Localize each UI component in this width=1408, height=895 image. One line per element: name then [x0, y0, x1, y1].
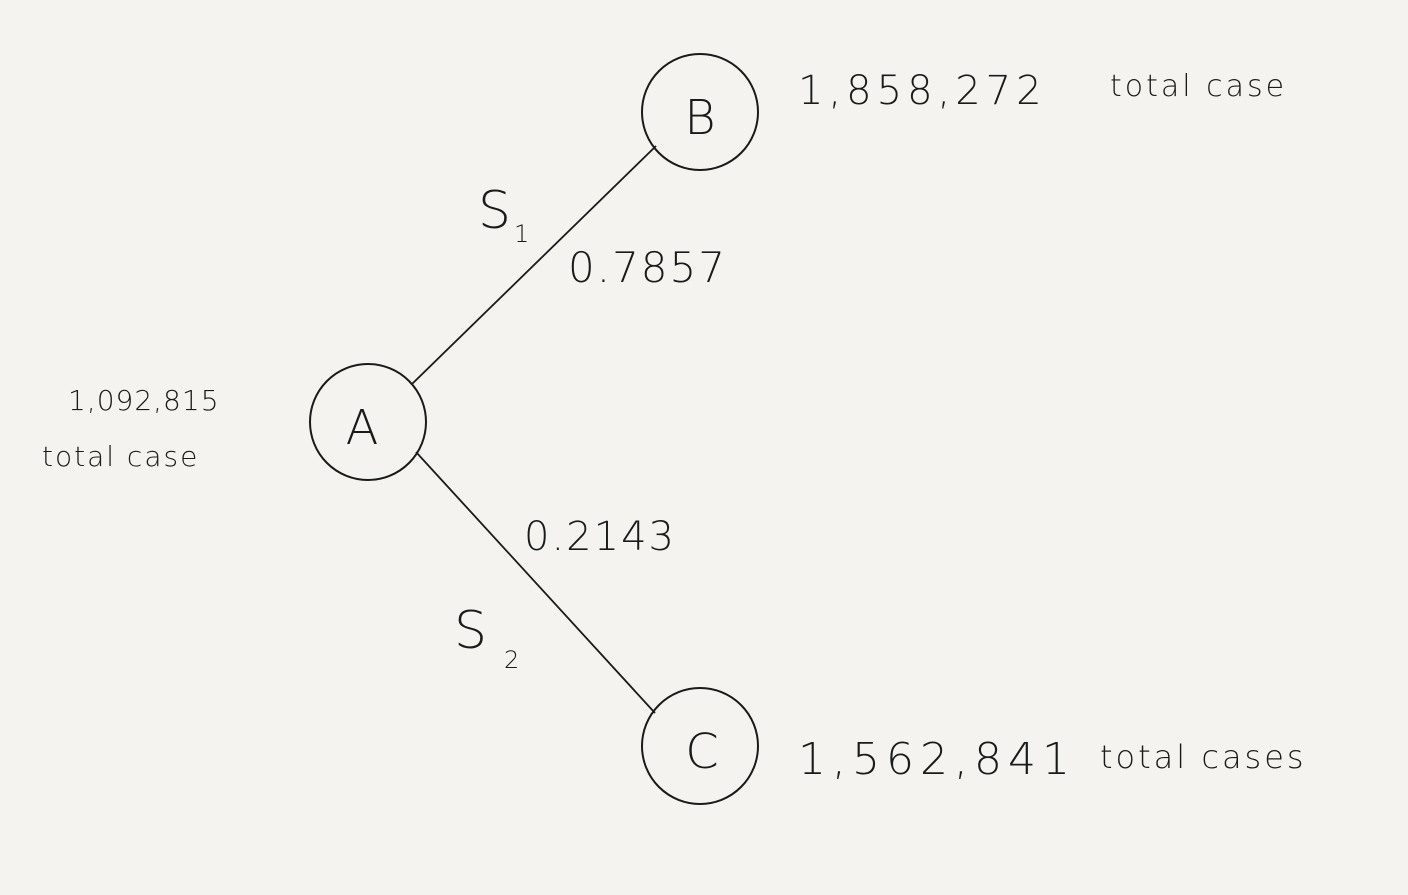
node-b-label: B	[684, 90, 715, 146]
edge-a-c	[415, 451, 656, 714]
edge-a-b	[411, 145, 657, 385]
node-c-total-number: 1,562,841	[798, 734, 1076, 785]
edge-a-b-probability: 0.7857	[568, 243, 727, 292]
node-b: B	[641, 53, 759, 171]
node-c-label: C	[685, 724, 719, 780]
edge-a-b-label: S 1	[478, 181, 529, 248]
edge-a-c-symbol: S	[454, 601, 487, 661]
node-a-label: A	[346, 400, 379, 456]
node-b-total-number: 1,858,272	[798, 68, 1047, 114]
edge-a-b-subscript: 1	[514, 220, 529, 248]
edge-a-c-probability: 0.2143	[524, 514, 676, 560]
node-c-circle	[641, 687, 759, 805]
node-a: A	[309, 363, 427, 481]
edge-a-c-subscript: 2	[504, 646, 519, 674]
edge-a-b-symbol: S	[478, 181, 511, 241]
node-a-circle	[309, 363, 427, 481]
node-a-total-text: total case	[42, 440, 199, 473]
node-b-total-text: total case	[1110, 69, 1287, 104]
node-b-circle	[641, 53, 759, 171]
node-c-total-text: total cases	[1100, 738, 1307, 776]
node-a-total-number: 1,092,815	[68, 384, 220, 417]
node-c: C	[641, 687, 759, 805]
edge-a-c-label: S 2	[454, 601, 519, 674]
